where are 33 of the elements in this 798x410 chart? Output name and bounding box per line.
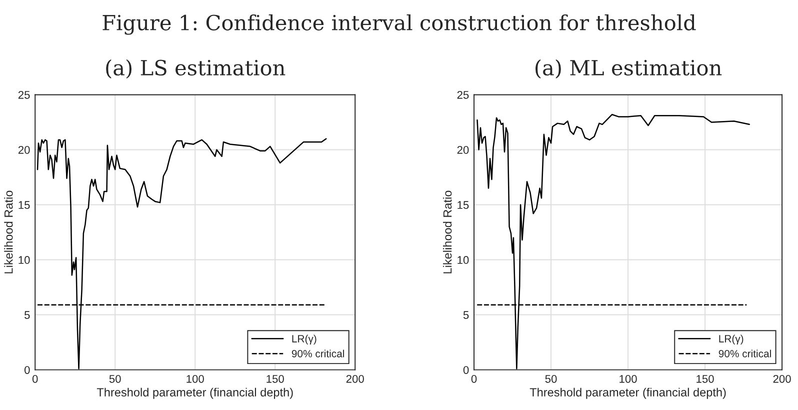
x-tick-label: 50 — [545, 374, 557, 383]
legend-label: LR(γ) — [719, 334, 744, 344]
y-tick-label: 25 — [18, 90, 30, 99]
y-tick-label: 0 — [463, 366, 469, 374]
x-tick-label: 150 — [266, 374, 284, 383]
legend-label: 90% critical — [718, 350, 771, 358]
x-tick-label: 50 — [109, 374, 121, 383]
x-axis-title: Threshold parameter (financial depth) — [96, 388, 293, 399]
y-tick-label: 15 — [458, 201, 469, 209]
x-tick-label: 0 — [32, 374, 38, 383]
x-tick-label: 200 — [346, 374, 364, 383]
chart-title: (a) LS estimation — [106, 59, 286, 79]
caption: Figure 1: Confidence interval construction for threshold — [102, 14, 696, 35]
x-tick-label: 150 — [696, 374, 714, 383]
x-axis-title: Threshold parameter (financial depth) — [530, 388, 726, 399]
chart-title: (a) ML estimation — [536, 59, 722, 79]
y-axis-title: Likelihood Ratio — [443, 190, 452, 274]
y-tick-label: 20 — [18, 146, 30, 154]
y-tick-label: 20 — [457, 146, 469, 154]
y-tick-label: 25 — [457, 90, 469, 99]
y-axis-title: Likelihood Ratio — [4, 190, 13, 274]
y-tick-label: 10 — [18, 256, 30, 264]
y-tick-label: 15 — [18, 201, 30, 209]
legend-label: 90% critical — [292, 350, 344, 358]
x-tick-label: 0 — [471, 374, 477, 383]
y-tick-label: 5 — [463, 311, 469, 319]
y-tick-label: 5 — [24, 311, 30, 319]
x-tick-label: 100 — [620, 374, 637, 383]
x-tick-label: 100 — [186, 374, 204, 383]
y-tick-label: 0 — [24, 366, 30, 374]
x-tick-label: 200 — [773, 374, 791, 383]
legend-label: LR(γ) — [292, 334, 316, 344]
y-tick-label: 10 — [458, 256, 469, 264]
